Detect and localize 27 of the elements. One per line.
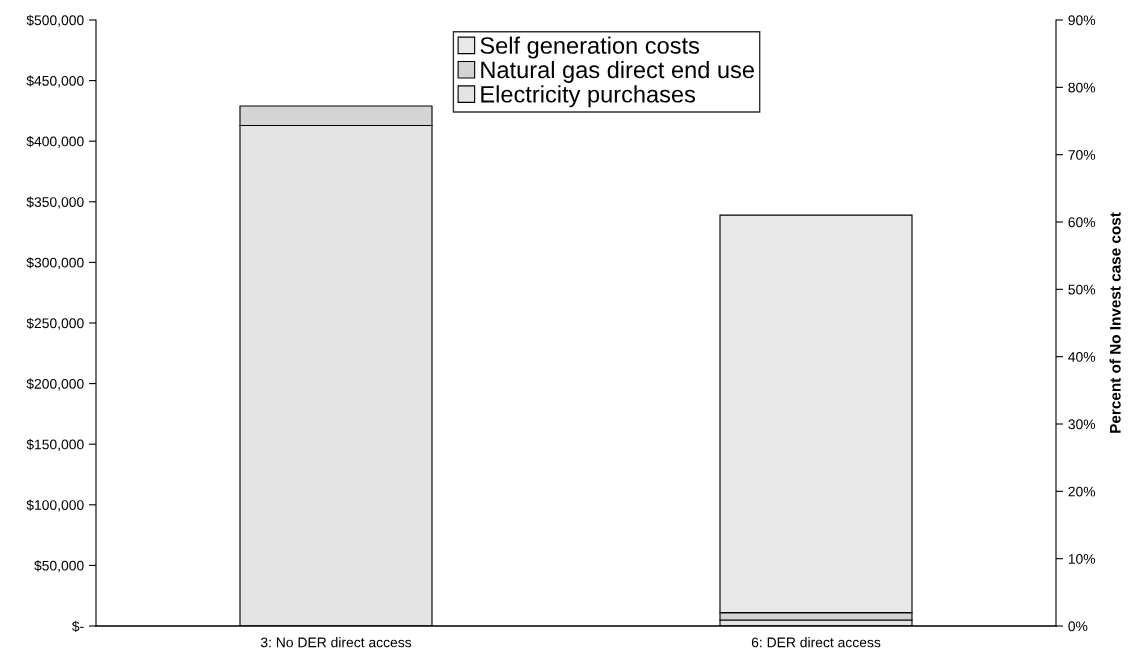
y2-tick-label: 10% <box>1068 554 1096 564</box>
y-tick-label: $- <box>72 620 84 632</box>
y2-tick-label: 20% <box>1068 486 1096 497</box>
y-tick-label: $400,000 <box>26 135 84 149</box>
y-tick-label: $450,000 <box>26 75 84 88</box>
y-tick-label: $150,000 <box>26 438 84 452</box>
y2-tick-label: 90% <box>1068 15 1096 26</box>
y-tick-label: $50,000 <box>34 560 84 573</box>
x-tick-label: 6: DER direct access <box>751 637 881 648</box>
y-tick-label: $200,000 <box>26 378 84 391</box>
y2-tick-label: 80% <box>1068 82 1096 93</box>
y-tick-label: $250,000 <box>26 317 84 330</box>
y-tick-label: $500,000 <box>26 14 84 27</box>
legend-label: Electricity purchases <box>481 85 696 108</box>
y2-tick-label: 70% <box>1068 150 1096 160</box>
y2-tick-label: 0% <box>1068 621 1088 632</box>
y-tick-label: $100,000 <box>26 499 84 512</box>
y2-axis-title: Percent of No Invest case cost <box>1109 212 1121 433</box>
y2-tick-label: 50% <box>1068 284 1096 295</box>
legend-label: Self generation costs <box>480 36 700 59</box>
y2-tick-label: 60% <box>1068 217 1096 228</box>
legend-label: Natural gas direct end use <box>481 60 754 83</box>
y-tick-label: $300,000 <box>26 257 84 270</box>
y-tick-label: $350,000 <box>26 196 84 209</box>
y2-tick-label: 40% <box>1068 352 1096 362</box>
y2-tick-label: 30% <box>1068 419 1096 430</box>
x-tick-label: 3: No DER direct access <box>260 637 412 648</box>
